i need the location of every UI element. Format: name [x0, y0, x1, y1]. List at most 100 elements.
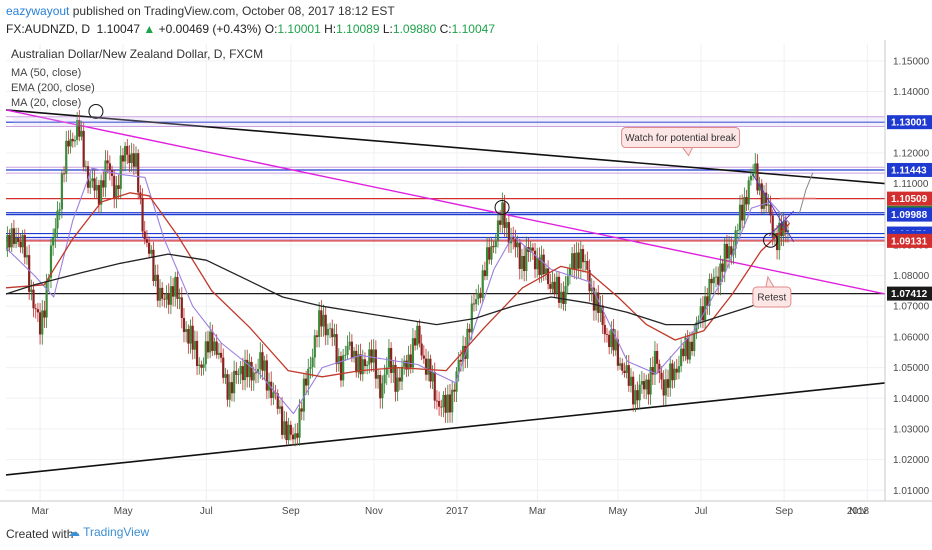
candle-body	[780, 222, 783, 236]
candle-body	[603, 324, 606, 335]
candle-body	[621, 363, 624, 371]
candle-body	[516, 242, 519, 248]
close-label: C:	[439, 22, 452, 36]
candle-body	[128, 154, 131, 164]
candle-body	[551, 281, 554, 289]
candle-body	[28, 255, 31, 292]
candle-body	[278, 406, 282, 409]
candle-body	[191, 325, 194, 350]
candle-body	[259, 352, 262, 369]
candle-body	[217, 352, 220, 355]
candle-body	[538, 257, 541, 276]
candle-body	[326, 328, 329, 336]
candle-body	[492, 246, 495, 248]
candle-body	[124, 145, 127, 162]
candle-body	[289, 424, 292, 435]
candle-body	[180, 297, 183, 318]
moving-averages	[5, 167, 791, 415]
candle-body	[647, 379, 650, 395]
zone-box	[12, 116, 885, 127]
x-tick-label: Mar	[529, 506, 547, 517]
candle-body	[291, 434, 295, 440]
candle-body	[542, 254, 545, 275]
candle-body	[704, 296, 707, 321]
candle-body	[767, 204, 770, 206]
candle-body	[211, 331, 214, 351]
candle-body	[448, 394, 452, 413]
candle-body	[91, 178, 94, 182]
candle-body	[195, 340, 199, 366]
candle-body	[285, 421, 288, 441]
candle-body	[21, 235, 24, 248]
candle-body	[690, 341, 694, 352]
candle-body	[158, 287, 162, 301]
publish-text: published on TradingView.com, October 08…	[72, 4, 395, 18]
candle-body	[560, 291, 563, 303]
candle-body	[132, 153, 135, 167]
author-link[interactable]: eazywayout	[6, 4, 70, 18]
candle-body	[656, 350, 659, 364]
candle-body	[25, 255, 29, 258]
candle-body	[19, 242, 22, 248]
candle-body	[106, 160, 109, 164]
callout-pointer	[765, 275, 775, 288]
candle-body	[383, 374, 386, 384]
x-tick-label: Nov	[849, 506, 867, 517]
candle-body	[331, 328, 334, 338]
candle-body	[754, 163, 757, 174]
candle-body	[446, 394, 449, 413]
price-badge-label: 1.11443	[891, 165, 927, 176]
candle-body	[614, 339, 617, 351]
last-price: 1.10047	[96, 22, 141, 36]
candle-body	[34, 308, 37, 310]
candle-body	[675, 368, 678, 373]
candle-body	[710, 278, 713, 284]
x-tick-label: Nov	[365, 506, 383, 517]
candle-body	[224, 374, 227, 378]
price-badge	[887, 233, 932, 248]
high-value: 1.10089	[336, 22, 380, 36]
candle-body	[433, 372, 436, 401]
candle-body	[121, 155, 125, 162]
price-chart[interactable]: 1.150001.140001.130001.120001.110001.100…	[0, 40, 932, 517]
candle-body	[405, 360, 408, 370]
candle-body	[440, 406, 443, 408]
candle-body	[605, 334, 609, 336]
candle-body	[137, 153, 140, 193]
candle-body	[638, 384, 641, 401]
candle-body	[281, 406, 284, 435]
candle-body	[374, 349, 377, 379]
candle-body	[403, 360, 406, 367]
candle-body	[608, 334, 611, 348]
candle-body	[315, 335, 319, 337]
candle-body	[298, 408, 301, 438]
candle-body	[352, 350, 356, 359]
candle-body	[213, 341, 216, 351]
candle-body	[699, 306, 702, 321]
candle-body	[507, 222, 510, 244]
candle-body	[420, 343, 423, 356]
candle-body	[80, 130, 83, 137]
x-tick-label: Mar	[31, 506, 49, 517]
candle-body	[163, 298, 166, 300]
price-axis[interactable]: 1.150001.140001.130001.120001.110001.100…	[884, 40, 932, 501]
pennant-line	[752, 174, 795, 243]
candle-body	[717, 276, 720, 285]
tradingview-logo[interactable]: ☁ TradingView	[68, 525, 149, 539]
y-tick-label: 1.06000	[893, 332, 930, 343]
candle-body	[520, 255, 524, 269]
price-badge	[887, 162, 932, 177]
candle-body	[304, 378, 308, 386]
candle-body	[400, 366, 404, 382]
candle-body	[533, 250, 537, 270]
candle-body	[233, 370, 236, 394]
candle-body	[531, 247, 534, 251]
candle-body	[189, 325, 192, 344]
candle-body	[152, 249, 155, 282]
candle-body	[311, 357, 314, 368]
candle-body	[649, 367, 652, 395]
candle-body	[741, 204, 744, 221]
price-badge-label: 1.09131	[891, 236, 928, 247]
candle-body	[599, 305, 602, 313]
